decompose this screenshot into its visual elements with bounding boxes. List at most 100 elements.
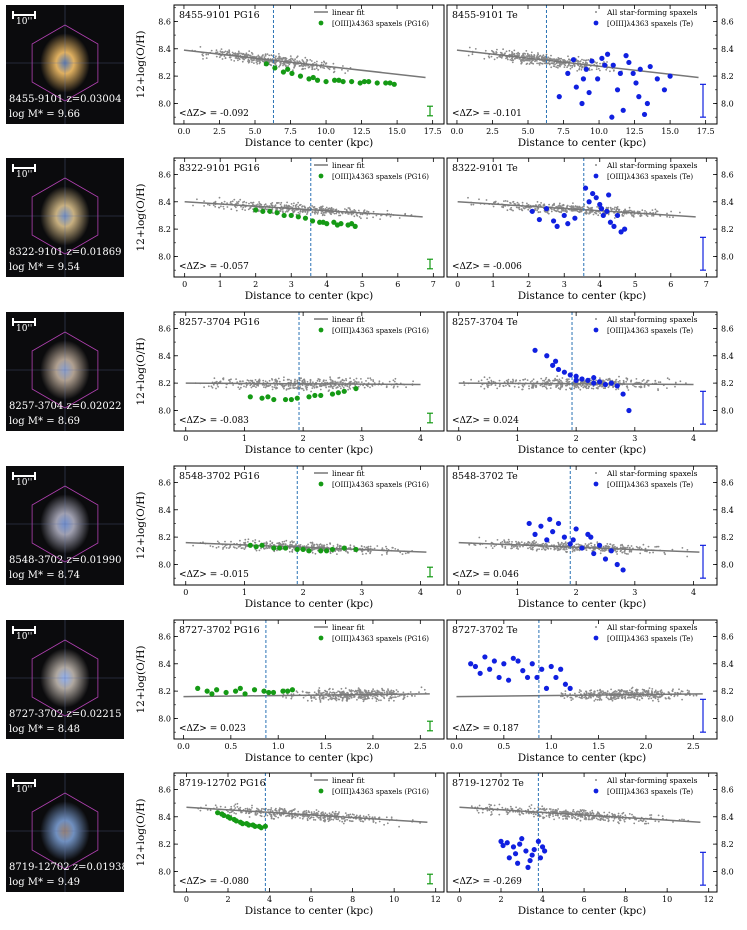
- grey-spaxel: [347, 207, 350, 209]
- grey-spaxel: [221, 58, 224, 60]
- grey-spaxel: [224, 57, 227, 59]
- grey-spaxel: [393, 699, 395, 702]
- galaxy-image-8322-9101: 10'' 8322-9101 z=0.01869 log M* = 9.54: [6, 158, 124, 277]
- x-tick-label: 1: [242, 588, 247, 597]
- grey-spaxel: [620, 688, 623, 691]
- grey-spaxel: [376, 691, 378, 694]
- y-tick-label: 8.2: [721, 72, 734, 81]
- scale-label: 10'': [16, 170, 33, 180]
- grey-spaxel: [570, 699, 573, 701]
- grey-spaxel: [555, 66, 558, 68]
- grey-spaxel: [622, 546, 625, 549]
- grey-spaxel: [340, 687, 343, 690]
- grey-spaxel: [336, 386, 339, 389]
- grey-spaxel: [642, 691, 644, 694]
- grey-spaxel: [363, 546, 366, 548]
- grey-spaxel: [207, 385, 210, 388]
- te-auroral-spaxel: [536, 216, 542, 223]
- grey-spaxel: [636, 689, 639, 691]
- grey-spaxel: [656, 696, 658, 698]
- grey-spaxel: [548, 203, 550, 206]
- grey-spaxel: [647, 697, 650, 700]
- y-tick-label: 8.6: [158, 478, 171, 487]
- grey-spaxel: [584, 212, 587, 215]
- grey-spaxel: [278, 65, 280, 68]
- grey-spaxel: [578, 696, 581, 699]
- te-auroral-spaxel: [561, 534, 567, 540]
- grey-spaxel: [237, 200, 240, 203]
- grey-spaxel: [205, 57, 208, 59]
- grey-spaxel: [319, 692, 321, 694]
- grey-spaxel: [588, 212, 590, 215]
- grey-spaxel: [584, 695, 587, 698]
- grey-spaxel: [375, 700, 378, 702]
- grey-spaxel: [302, 60, 304, 63]
- grey-spaxel: [642, 379, 645, 381]
- grey-spaxel: [331, 381, 334, 384]
- grey-spaxel: [612, 544, 615, 546]
- grey-spaxel: [524, 378, 527, 380]
- x-tick-label: 2.0: [367, 742, 380, 751]
- grey-spaxel: [287, 385, 290, 387]
- grey-spaxel: [268, 379, 271, 382]
- plot-frame: [173, 157, 445, 278]
- grey-spaxel: [329, 697, 332, 700]
- grey-spaxel: [342, 65, 344, 67]
- grey-spaxel: [585, 59, 588, 62]
- grey-spaxel: [511, 52, 514, 54]
- grey-spaxel: [276, 202, 278, 204]
- grey-spaxel: [654, 697, 657, 700]
- grey-spaxel: [216, 540, 219, 543]
- grey-spaxel: [558, 64, 561, 67]
- grey-spaxel: [212, 204, 215, 207]
- grey-spaxel: [388, 380, 391, 383]
- grey-spaxel: [281, 541, 284, 543]
- te-auroral-spaxel: [510, 655, 516, 661]
- grey-spaxel: [531, 548, 533, 551]
- grey-spaxel: [648, 551, 651, 554]
- grey-spaxel: [657, 545, 660, 548]
- x-tick-label: 2.0: [640, 742, 653, 751]
- grey-spaxel: [603, 380, 606, 383]
- grey-spaxel: [504, 200, 507, 202]
- te-auroral-spaxel: [600, 212, 606, 219]
- grey-spaxel: [654, 690, 657, 693]
- grey-spaxel: [307, 543, 309, 546]
- te-auroral-spaxel: [636, 94, 642, 100]
- x-tick-label: 17.5: [697, 127, 715, 136]
- grey-spaxel: [665, 697, 667, 700]
- grey-spaxel: [537, 53, 540, 56]
- grey-spaxel: [241, 60, 244, 63]
- grey-spaxel: [529, 381, 532, 383]
- pg16-auroral-spaxel: [232, 688, 239, 694]
- grey-spaxel: [274, 384, 276, 387]
- grey-spaxel: [230, 59, 233, 61]
- grey-spaxel: [263, 204, 266, 206]
- te-auroral-spaxel: [654, 76, 660, 82]
- pg16-auroral-spaxel: [271, 396, 277, 403]
- grey-spaxel: [344, 384, 346, 387]
- legend-label: [OIII]λ4363 spaxels (Te): [607, 481, 693, 489]
- grey-spaxel: [329, 376, 331, 379]
- grey-spaxel: [506, 200, 509, 203]
- grey-spaxel: [397, 690, 399, 693]
- grey-spaxel: [376, 698, 379, 700]
- galaxy-image-8727-3702: 10'' 8727-3702 z=0.02215 log M* = 8.48: [6, 620, 124, 739]
- grey-spaxel: [258, 549, 261, 552]
- te-auroral-spaxel: [558, 666, 564, 672]
- galaxy-stellar-mass: log M* = 8.48: [9, 724, 81, 735]
- legend-blue-swatch: [593, 173, 599, 179]
- grey-spaxel: [303, 378, 306, 381]
- grey-spaxel: [496, 539, 499, 541]
- te-auroral-spaxel: [529, 661, 535, 667]
- grey-spaxel: [232, 52, 235, 55]
- grey-spaxel: [470, 203, 473, 206]
- grey-spaxel: [616, 553, 618, 555]
- grey-spaxel: [562, 544, 565, 546]
- x-tick-label: 6: [668, 280, 673, 289]
- grey-spaxel: [358, 695, 360, 698]
- grey-spaxel: [231, 200, 234, 203]
- grey-spaxel: [252, 203, 254, 206]
- grey-spaxel: [571, 64, 574, 67]
